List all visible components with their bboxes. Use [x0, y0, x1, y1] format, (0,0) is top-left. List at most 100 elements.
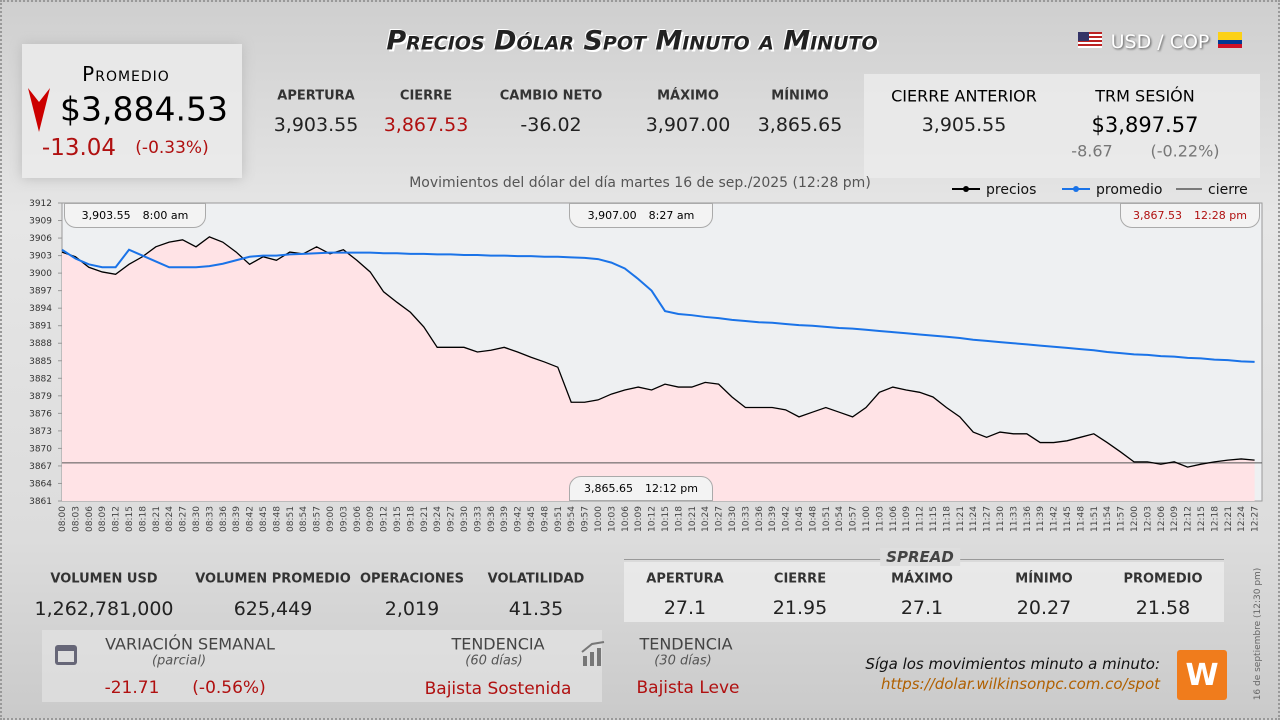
footer-text: Síga los movimientos minuto a minuto: [865, 655, 1160, 673]
y-tick-label: 3888 [29, 339, 52, 349]
y-tick-label: 3864 [29, 479, 52, 489]
weekly-note: (parcial) [151, 653, 207, 669]
x-tick-label: 12:27 [1251, 506, 1261, 532]
y-tick-label: 3879 [29, 392, 52, 402]
x-tick-label: 11:33 [1009, 506, 1019, 532]
spread-label: CIERRE [773, 571, 827, 587]
y-tick-label: 3882 [29, 374, 52, 384]
x-tick-label: 11:00 [862, 506, 872, 532]
spread-label: APERTURA [646, 571, 724, 587]
x-tick-label: 10:30 [728, 506, 738, 532]
x-tick-label: 08:06 [85, 506, 95, 532]
trend30-label: TENDENCIA [639, 634, 733, 654]
x-tick-label: 09:06 [353, 506, 363, 532]
prev-value: 3,905.55 [921, 114, 1007, 136]
x-tick-label: 12:24 [1237, 506, 1247, 532]
spread-title: SPREAD [880, 548, 960, 566]
volume-label: VOLUMEN USD [50, 571, 158, 587]
prev-label: CIERRE ANTERIOR [891, 86, 1037, 106]
stat-label: MÍNIMO [771, 88, 829, 104]
x-tick-label: 09:48 [540, 506, 550, 532]
legend-label: promedio [1096, 182, 1163, 198]
legend-label: precios [986, 182, 1036, 198]
x-tick-label: 10:39 [768, 506, 778, 532]
annotation-time: 8:00 am [142, 209, 189, 222]
x-tick-label: 08:39 [232, 506, 242, 532]
y-tick-label: 3861 [29, 497, 52, 507]
x-tick-label: 10:18 [674, 506, 684, 532]
x-tick-label: 10:09 [634, 506, 644, 532]
x-tick-label: 11:57 [1117, 506, 1127, 532]
x-tick-label: 08:54 [299, 506, 309, 532]
volume-value: 625,449 [233, 598, 313, 620]
spread-value: 21.58 [1135, 597, 1191, 619]
annotation-time: 8:27 am [648, 209, 695, 222]
y-tick-label: 3876 [29, 409, 52, 419]
stat-value: 3,907.00 [645, 114, 731, 136]
x-tick-label: 09:21 [420, 506, 430, 532]
x-tick-label: 08:12 [112, 506, 122, 532]
annotation-value: 3,907.00 [587, 209, 637, 222]
x-tick-label: 11:30 [996, 506, 1006, 532]
x-tick-label: 10:57 [849, 506, 859, 532]
x-tick-label: 09:15 [393, 506, 403, 532]
weekly-change-pct: (-0.56%) [192, 678, 266, 698]
down-arrow [28, 88, 50, 132]
x-tick-label: 10:03 [607, 506, 617, 532]
x-tick-label: 11:21 [956, 506, 966, 532]
average-change: -13.04 [41, 135, 117, 161]
trm-change: -8.67 [1071, 141, 1113, 161]
footer-url[interactable]: https://dolar.wilkinsonpc.com.co/spot [880, 675, 1160, 693]
side-note: 16 de septiembre (12:30 pm) [1253, 567, 1263, 701]
stat-label: MÁXIMO [657, 88, 719, 104]
x-tick-label: 11:54 [1103, 506, 1113, 532]
x-tick-label: 08:51 [286, 506, 296, 532]
x-tick-label: 12:12 [1184, 506, 1194, 532]
logo: W [1177, 650, 1227, 700]
annotation: 3,907.00 8:27 am [569, 203, 713, 228]
legend-label: cierre [1208, 182, 1248, 198]
spread-box [624, 562, 1224, 622]
stat-label: CIERRE [399, 88, 453, 104]
x-tick-label: 09:00 [326, 506, 336, 532]
x-tick-label: 10:51 [822, 506, 832, 532]
trm-value: $3,897.57 [1091, 113, 1199, 137]
x-tick-label: 08:30 [192, 506, 202, 532]
x-tick-label: 09:24 [433, 506, 443, 532]
annotation: 3,867.53 12:28 pm [1120, 203, 1260, 228]
x-tick-label: 09:30 [460, 506, 470, 532]
y-tick-label: 3906 [29, 234, 52, 244]
x-tick-label: 08:57 [313, 506, 323, 532]
x-tick-label: 11:48 [1076, 506, 1086, 532]
volume-label: VOLUMEN PROMEDIO [195, 571, 351, 587]
x-tick-label: 12:00 [1130, 506, 1140, 532]
y-tick-label: 3903 [29, 252, 52, 262]
x-tick-label: 10:42 [782, 506, 792, 532]
trend60-note: (60 días) [465, 653, 523, 669]
subtitle: Movimientos del dólar del día martes 16 … [409, 175, 871, 191]
x-tick-label: 11:36 [1023, 506, 1033, 532]
x-tick-label: 09:03 [339, 506, 349, 532]
x-tick-label: 09:36 [487, 506, 497, 532]
average-value: $3,884.53 [60, 89, 228, 129]
x-tick-label: 08:09 [98, 506, 108, 532]
x-tick-label: 09:39 [500, 506, 510, 532]
x-tick-label: 09:27 [447, 506, 457, 532]
spread-label: PROMEDIO [1123, 571, 1203, 587]
y-tick-label: 3867 [29, 462, 52, 472]
spread-label: MÍNIMO [1015, 571, 1073, 587]
trm-label: TRM SESIÓN [1095, 86, 1195, 106]
x-tick-label: 08:42 [246, 506, 256, 532]
x-tick-label: 08:36 [219, 506, 229, 532]
legend-dot [963, 186, 969, 192]
y-tick-label: 3912 [29, 199, 52, 209]
annotation-value: 3,867.53 [1133, 209, 1183, 222]
x-tick-label: 10:12 [648, 506, 658, 532]
x-tick-label: 08:48 [272, 506, 282, 532]
trend-icon [581, 641, 605, 666]
x-tick-label: 11:51 [1090, 506, 1100, 532]
x-tick-label: 08:24 [165, 506, 175, 532]
x-tick-label: 10:48 [808, 506, 818, 532]
y-tick-label: 3891 [29, 322, 52, 332]
